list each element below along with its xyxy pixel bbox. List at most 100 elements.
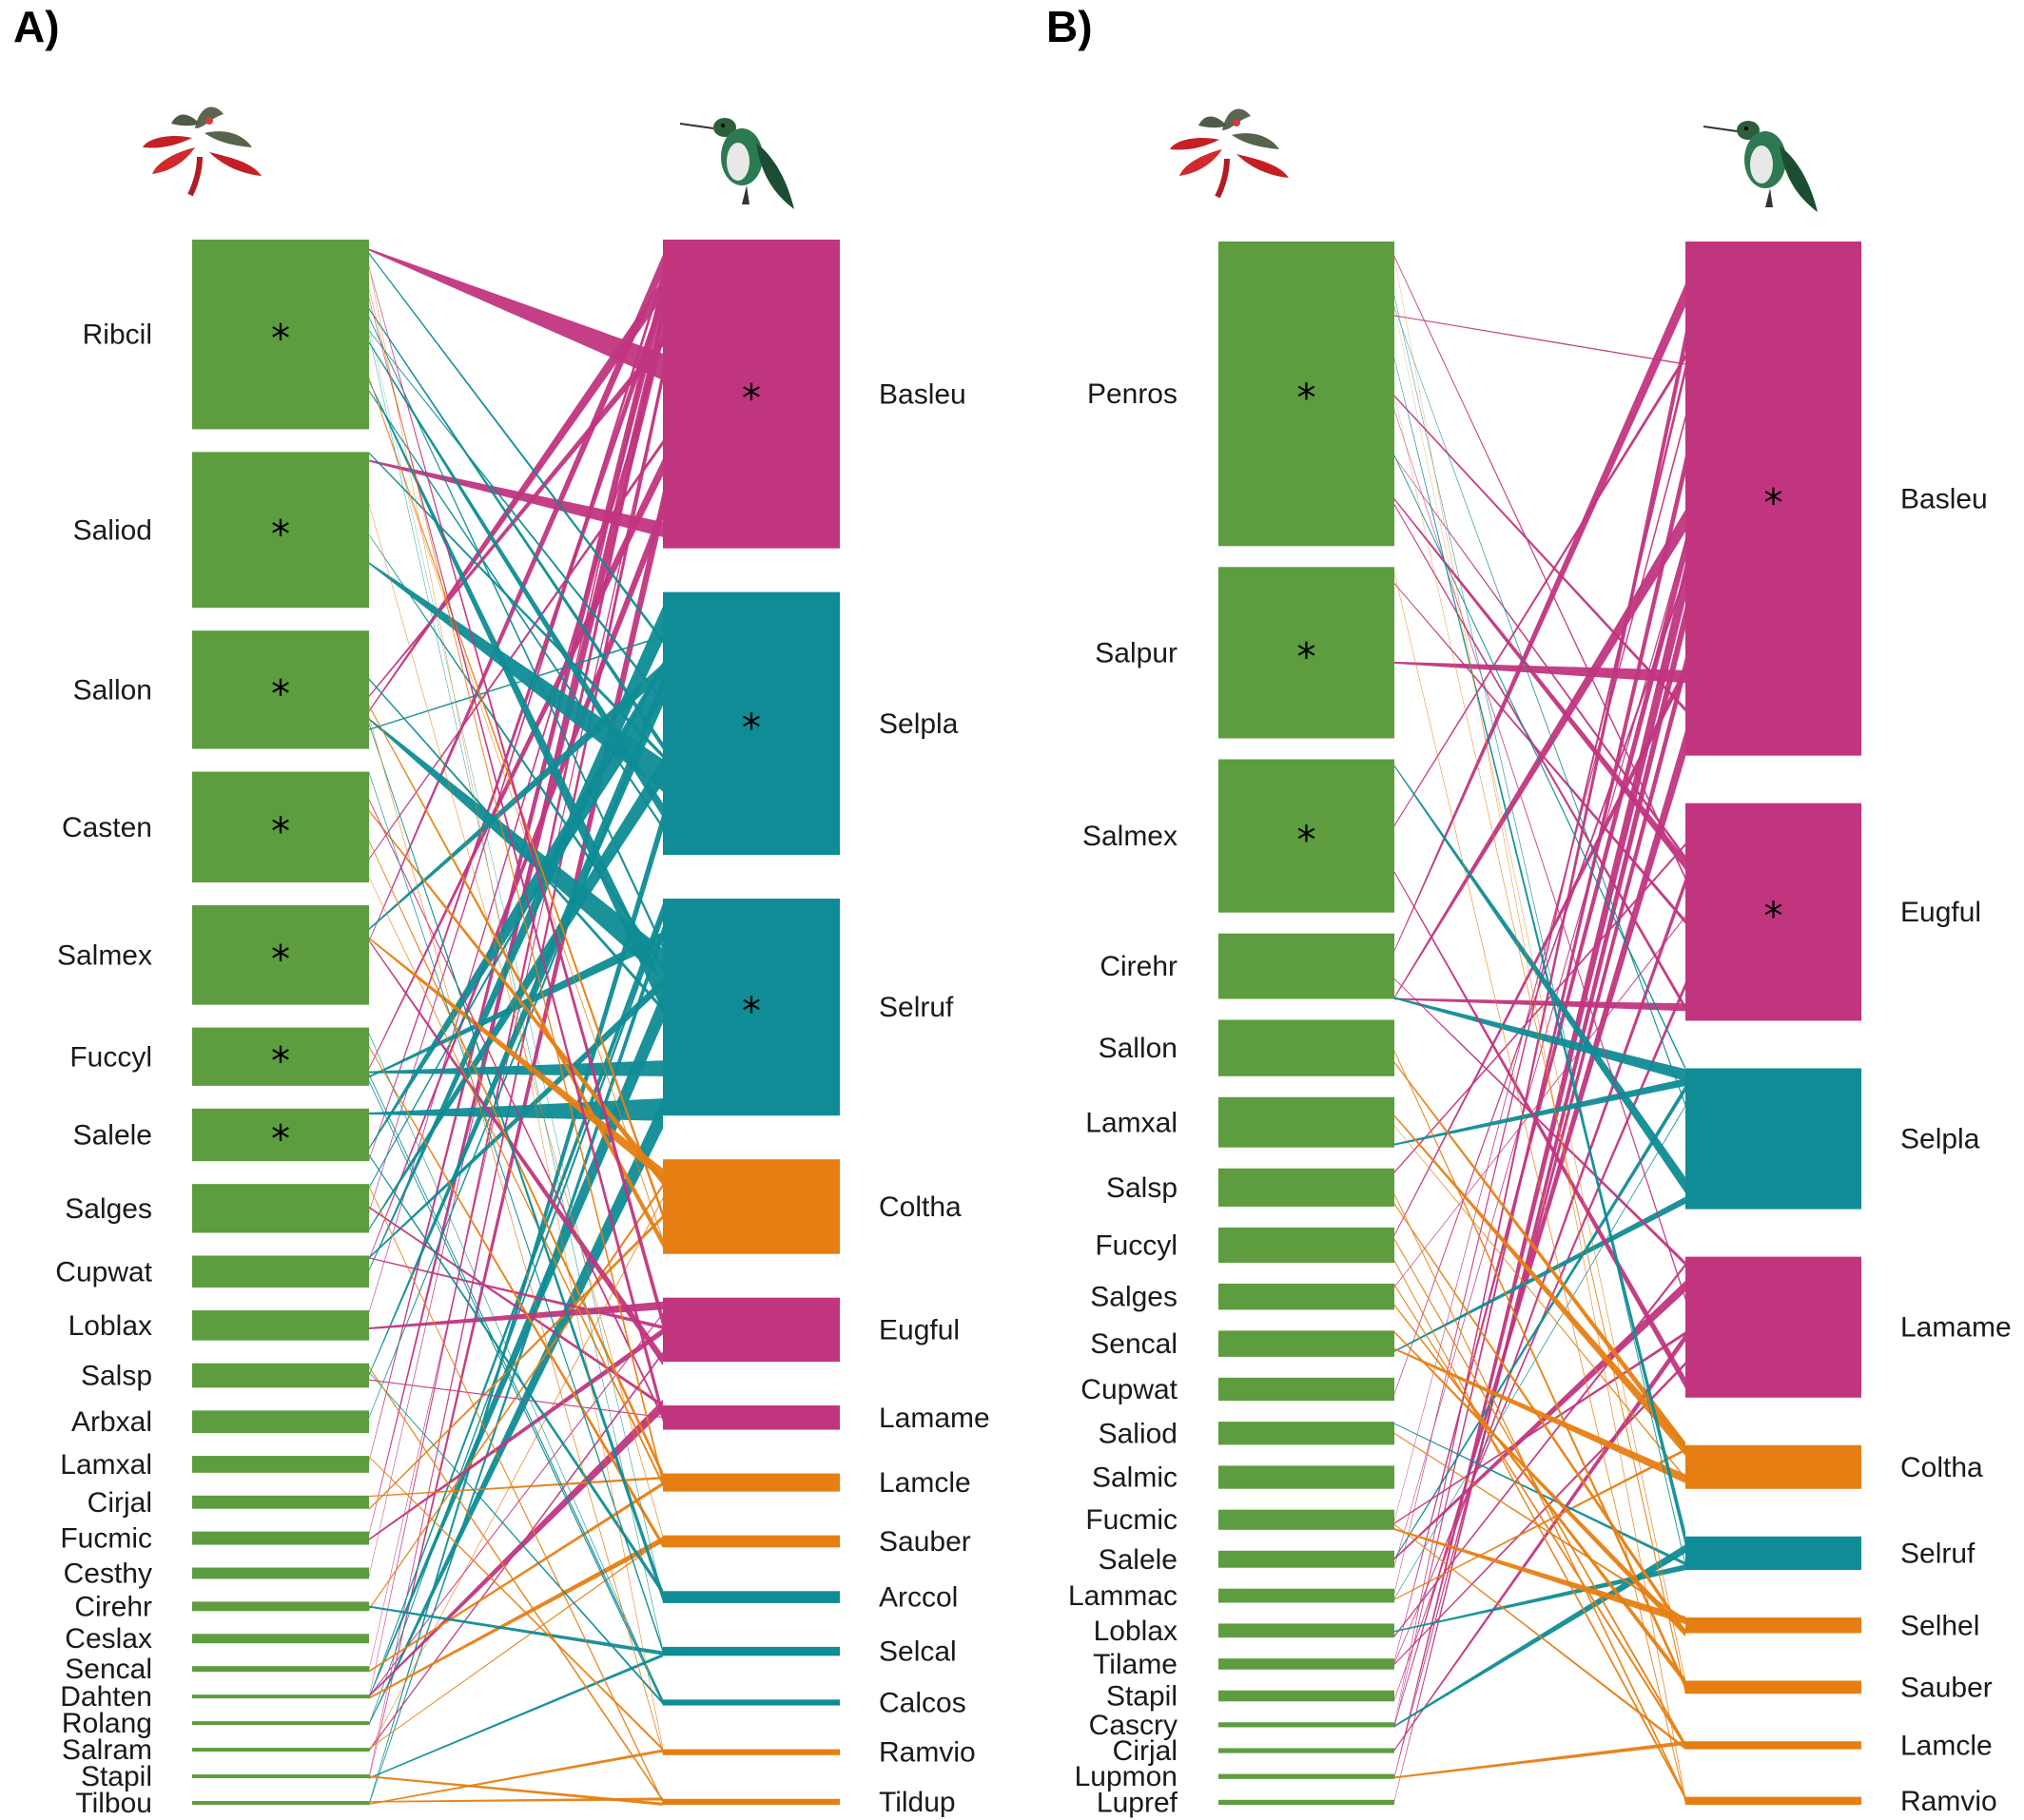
bird-bar-ramvio <box>1685 1796 1861 1805</box>
plant-label: Salmic <box>1092 1462 1177 1494</box>
interaction-link <box>1394 978 1685 1267</box>
plant-bar-stapil <box>1218 1690 1394 1702</box>
plant-bars-b: Penros * Salpur * Salmex * Cirehr Sallon Lamxal S… <box>1068 242 1394 1818</box>
interaction-link <box>369 254 663 942</box>
interaction-link <box>369 798 663 1421</box>
interaction-link <box>369 252 663 644</box>
plant-label: Arbxal <box>71 1406 152 1438</box>
bird-label: Selcal <box>879 1636 957 1668</box>
interaction-link <box>1394 1564 1685 1633</box>
plant-label: Sallon <box>1099 1033 1177 1064</box>
interaction-link <box>369 491 663 1780</box>
bird-bars-a: Basleu * Selpla * Selruf * Coltha Eugful Lamame L… <box>663 240 990 1818</box>
plant-label: Lammac <box>1068 1580 1177 1612</box>
plant-label: Loblax <box>1094 1616 1177 1647</box>
plant-label: Stapil <box>1106 1680 1177 1712</box>
interaction-link <box>369 1379 663 1419</box>
panel-b: B) Penros * Salpur * Salmex * Cirehr Sallon Lamx… <box>1046 2 2012 1818</box>
interaction-link <box>1394 997 1685 1081</box>
plant-label: Ribcil <box>83 319 152 351</box>
plant-bar-loblax <box>1218 1623 1394 1638</box>
interaction-link <box>369 723 663 1602</box>
significance-star: * <box>742 707 761 750</box>
hummingbird-icon <box>1703 121 1818 212</box>
bird-label: Selruf <box>879 992 954 1023</box>
plant-label: Salele <box>73 1120 152 1152</box>
interaction-link <box>369 378 663 1242</box>
interaction-link <box>369 1481 663 1673</box>
interaction-link <box>369 1206 663 1407</box>
interaction-link <box>1394 395 1685 712</box>
bird-bar-lamcle <box>1685 1741 1861 1750</box>
plant-bar-cascry <box>1218 1722 1394 1728</box>
plant-label: Sallon <box>73 674 152 706</box>
bird-bar-basleu <box>663 240 840 549</box>
plant-label: Dahten <box>60 1681 152 1713</box>
plant-bar-loblax <box>192 1310 369 1341</box>
plant-bar-casten <box>192 771 369 883</box>
plant-label: Salram <box>62 1734 152 1766</box>
significance-star: * <box>1764 895 1783 939</box>
bird-bar-lamcle <box>663 1473 840 1492</box>
plant-bar-saliod <box>192 452 369 609</box>
plant-bar-sallon <box>1218 1019 1394 1076</box>
plant-label: Lamxal <box>60 1449 152 1481</box>
significance-star: * <box>742 990 761 1034</box>
plant-bar-cupwat <box>192 1255 369 1288</box>
bird-label: Selhel <box>1900 1610 1979 1641</box>
bird-label: Ramvio <box>879 1737 976 1769</box>
plant-bar-lammac <box>1218 1588 1394 1603</box>
interaction-link <box>369 270 663 1213</box>
interaction-link <box>1394 1523 1685 1751</box>
plant-bar-fuccyl <box>1218 1227 1394 1263</box>
interaction-link <box>1394 1448 1685 1600</box>
bird-bar-lamame <box>1685 1256 1861 1398</box>
interaction-link <box>1394 1259 1685 1800</box>
interaction-link <box>1394 571 1685 1805</box>
interaction-link <box>369 771 663 1654</box>
interaction-link <box>369 925 663 1806</box>
significance-star: * <box>1297 819 1316 862</box>
interaction-link <box>369 1399 663 1697</box>
significance-star: * <box>271 1039 290 1083</box>
interaction-link <box>1394 1192 1685 1800</box>
interaction-link <box>1394 354 1685 827</box>
interaction-link <box>1394 730 1685 1727</box>
interaction-link <box>1394 306 1685 1107</box>
bird-bar-selruf <box>1685 1536 1861 1571</box>
interaction-link <box>1394 1263 1685 1637</box>
bird-bar-selruf <box>663 899 840 1116</box>
interaction-link <box>369 1185 663 1804</box>
interaction-link <box>369 458 663 1070</box>
bird-label: Ramvio <box>1900 1786 1997 1817</box>
bird-label: Eugful <box>879 1314 960 1346</box>
plant-bar-salpur <box>1218 567 1394 739</box>
interaction-link <box>369 288 663 1486</box>
bird-bar-basleu <box>1685 242 1861 756</box>
panel-a: A) Ribcil * Saliod * Sallon * Casten * Salmex * Fu… <box>13 2 990 1819</box>
interaction-link <box>369 1797 663 1803</box>
plant-bar-lupmon <box>1218 1773 1394 1779</box>
plant-bar-fucmic <box>192 1531 369 1545</box>
flower-icon <box>1170 108 1289 199</box>
bird-label: Basleu <box>879 378 966 410</box>
interaction-link <box>369 1536 663 1699</box>
plant-label: Cascry <box>1089 1710 1177 1741</box>
interaction-link <box>369 316 663 950</box>
plant-label: Fucmic <box>1085 1504 1177 1536</box>
bird-label: Calcos <box>879 1687 966 1718</box>
interaction-link <box>369 1257 663 1329</box>
plant-label: Lupmon <box>1075 1761 1177 1792</box>
bird-bar-coltha <box>663 1159 840 1254</box>
interaction-link <box>1394 1740 1685 1779</box>
plant-label: Salele <box>1099 1544 1177 1576</box>
interaction-link <box>1394 915 1685 1288</box>
interaction-link <box>369 341 663 818</box>
hummingbird-icon <box>679 118 794 209</box>
significance-star: * <box>271 810 290 854</box>
interaction-link <box>1394 497 1685 870</box>
plant-label: Salsp <box>1106 1172 1177 1204</box>
interaction-link <box>369 297 663 1423</box>
plant-bar-penros <box>1218 242 1394 547</box>
